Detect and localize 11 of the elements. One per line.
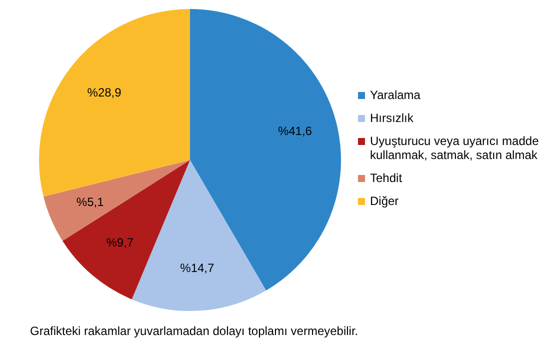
text: Grafikteki rakamlar yuvarlamadan dolayı toplamı vermeyebilir. <box>30 324 358 338</box>
legend-label: Tehdit <box>370 171 402 185</box>
data-label: %14,7 <box>180 260 215 275</box>
legend-label: Diğer <box>370 194 399 208</box>
data-label: %9,7 <box>106 235 134 250</box>
data-label: %41,6 <box>278 124 312 138</box>
legend-label: Yaralama <box>370 88 420 102</box>
legend-label: Hırsızlık <box>370 111 414 125</box>
data-label: %28,9 <box>87 85 122 100</box>
data-label: %5,1 <box>76 195 104 210</box>
legend-label: Uyuşturucu veya uyarıcı madde kullanmak, satmak, satın almak <box>370 134 540 162</box>
